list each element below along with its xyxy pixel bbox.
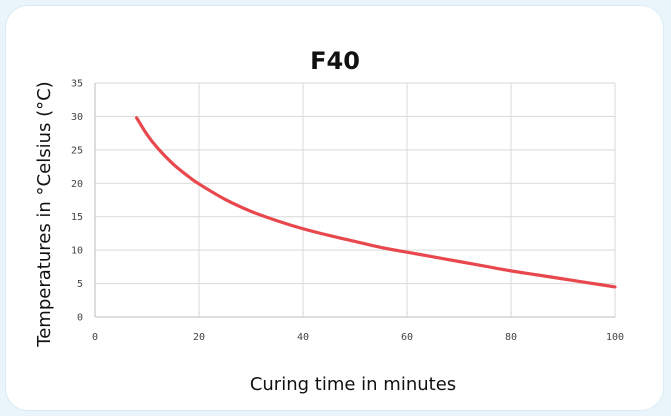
- chart-title: F40: [310, 47, 360, 75]
- y-tick-label: 0: [77, 313, 83, 324]
- x-tick-label: 100: [606, 332, 624, 343]
- y-axis-label: Temperatures in °Celsius (°C): [34, 81, 55, 347]
- y-tick-label: 35: [71, 79, 83, 90]
- series-line: [135, 116, 617, 289]
- y-tick-labels: 0 5 10 15 20 25 30 35: [71, 79, 83, 324]
- y-tick-label: 25: [71, 145, 83, 156]
- axes: [94, 83, 615, 318]
- x-tick-label: 0: [92, 332, 98, 343]
- x-tick-labels: 0 20 40 60 80 100: [92, 332, 624, 343]
- x-axis-label: Curing time in minutes: [250, 374, 456, 395]
- x-tick-label: 80: [505, 332, 517, 343]
- x-tick-label: 20: [193, 332, 205, 343]
- x-tick-label: 60: [401, 332, 413, 343]
- chart-card: [6, 6, 663, 410]
- series-layer: [135, 116, 617, 289]
- x-tick-label: 40: [297, 332, 309, 343]
- y-tick-label: 10: [71, 246, 83, 257]
- grid: [95, 82, 616, 317]
- y-tick-label: 20: [71, 179, 83, 190]
- y-tick-label: 15: [71, 212, 83, 223]
- y-tick-label: 30: [71, 112, 83, 123]
- y-tick-label: 5: [77, 279, 83, 290]
